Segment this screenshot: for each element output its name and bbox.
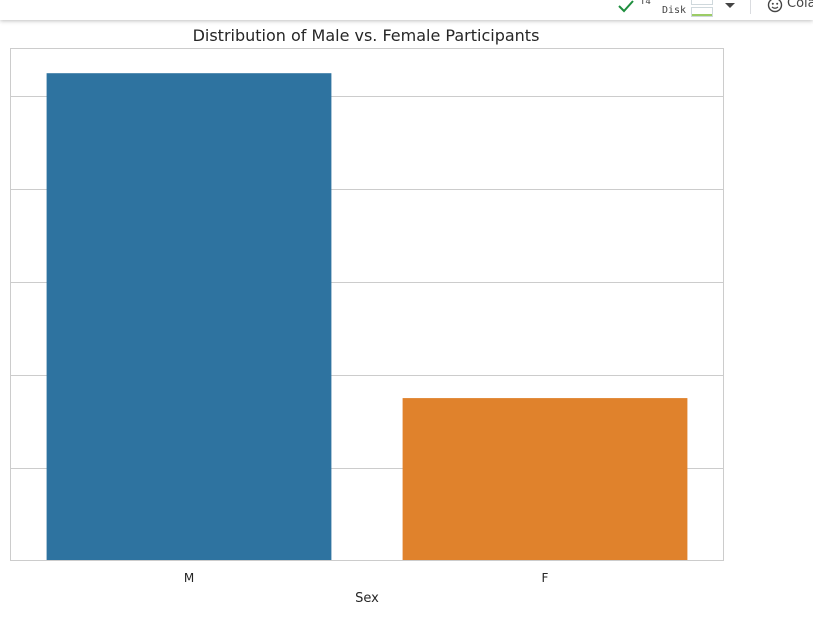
bar-f bbox=[402, 398, 688, 561]
runtime-type-label: T4 bbox=[640, 0, 651, 7]
colab-toolbar: T4 Disk Cola bbox=[0, 0, 813, 20]
bar-chart: Distribution of Male vs. Female Particip… bbox=[10, 26, 724, 606]
disk-label: Disk bbox=[662, 5, 687, 16]
toolbar-divider bbox=[750, 0, 751, 14]
x-tick-label: M bbox=[184, 571, 194, 585]
chart-title: Distribution of Male vs. Female Particip… bbox=[193, 26, 540, 45]
chevron-down-icon[interactable] bbox=[724, 2, 736, 10]
gemini-face-icon[interactable] bbox=[767, 0, 783, 13]
ram-meter bbox=[691, 0, 713, 5]
x-axis-label: Sex bbox=[355, 591, 379, 606]
bar-m bbox=[46, 73, 332, 561]
bars bbox=[46, 73, 688, 561]
x-tick-label: F bbox=[542, 571, 549, 585]
check-icon bbox=[618, 0, 634, 13]
plot-frame bbox=[10, 48, 724, 561]
colab-ai-label[interactable]: Cola bbox=[787, 0, 813, 11]
disk-meter bbox=[691, 7, 713, 17]
